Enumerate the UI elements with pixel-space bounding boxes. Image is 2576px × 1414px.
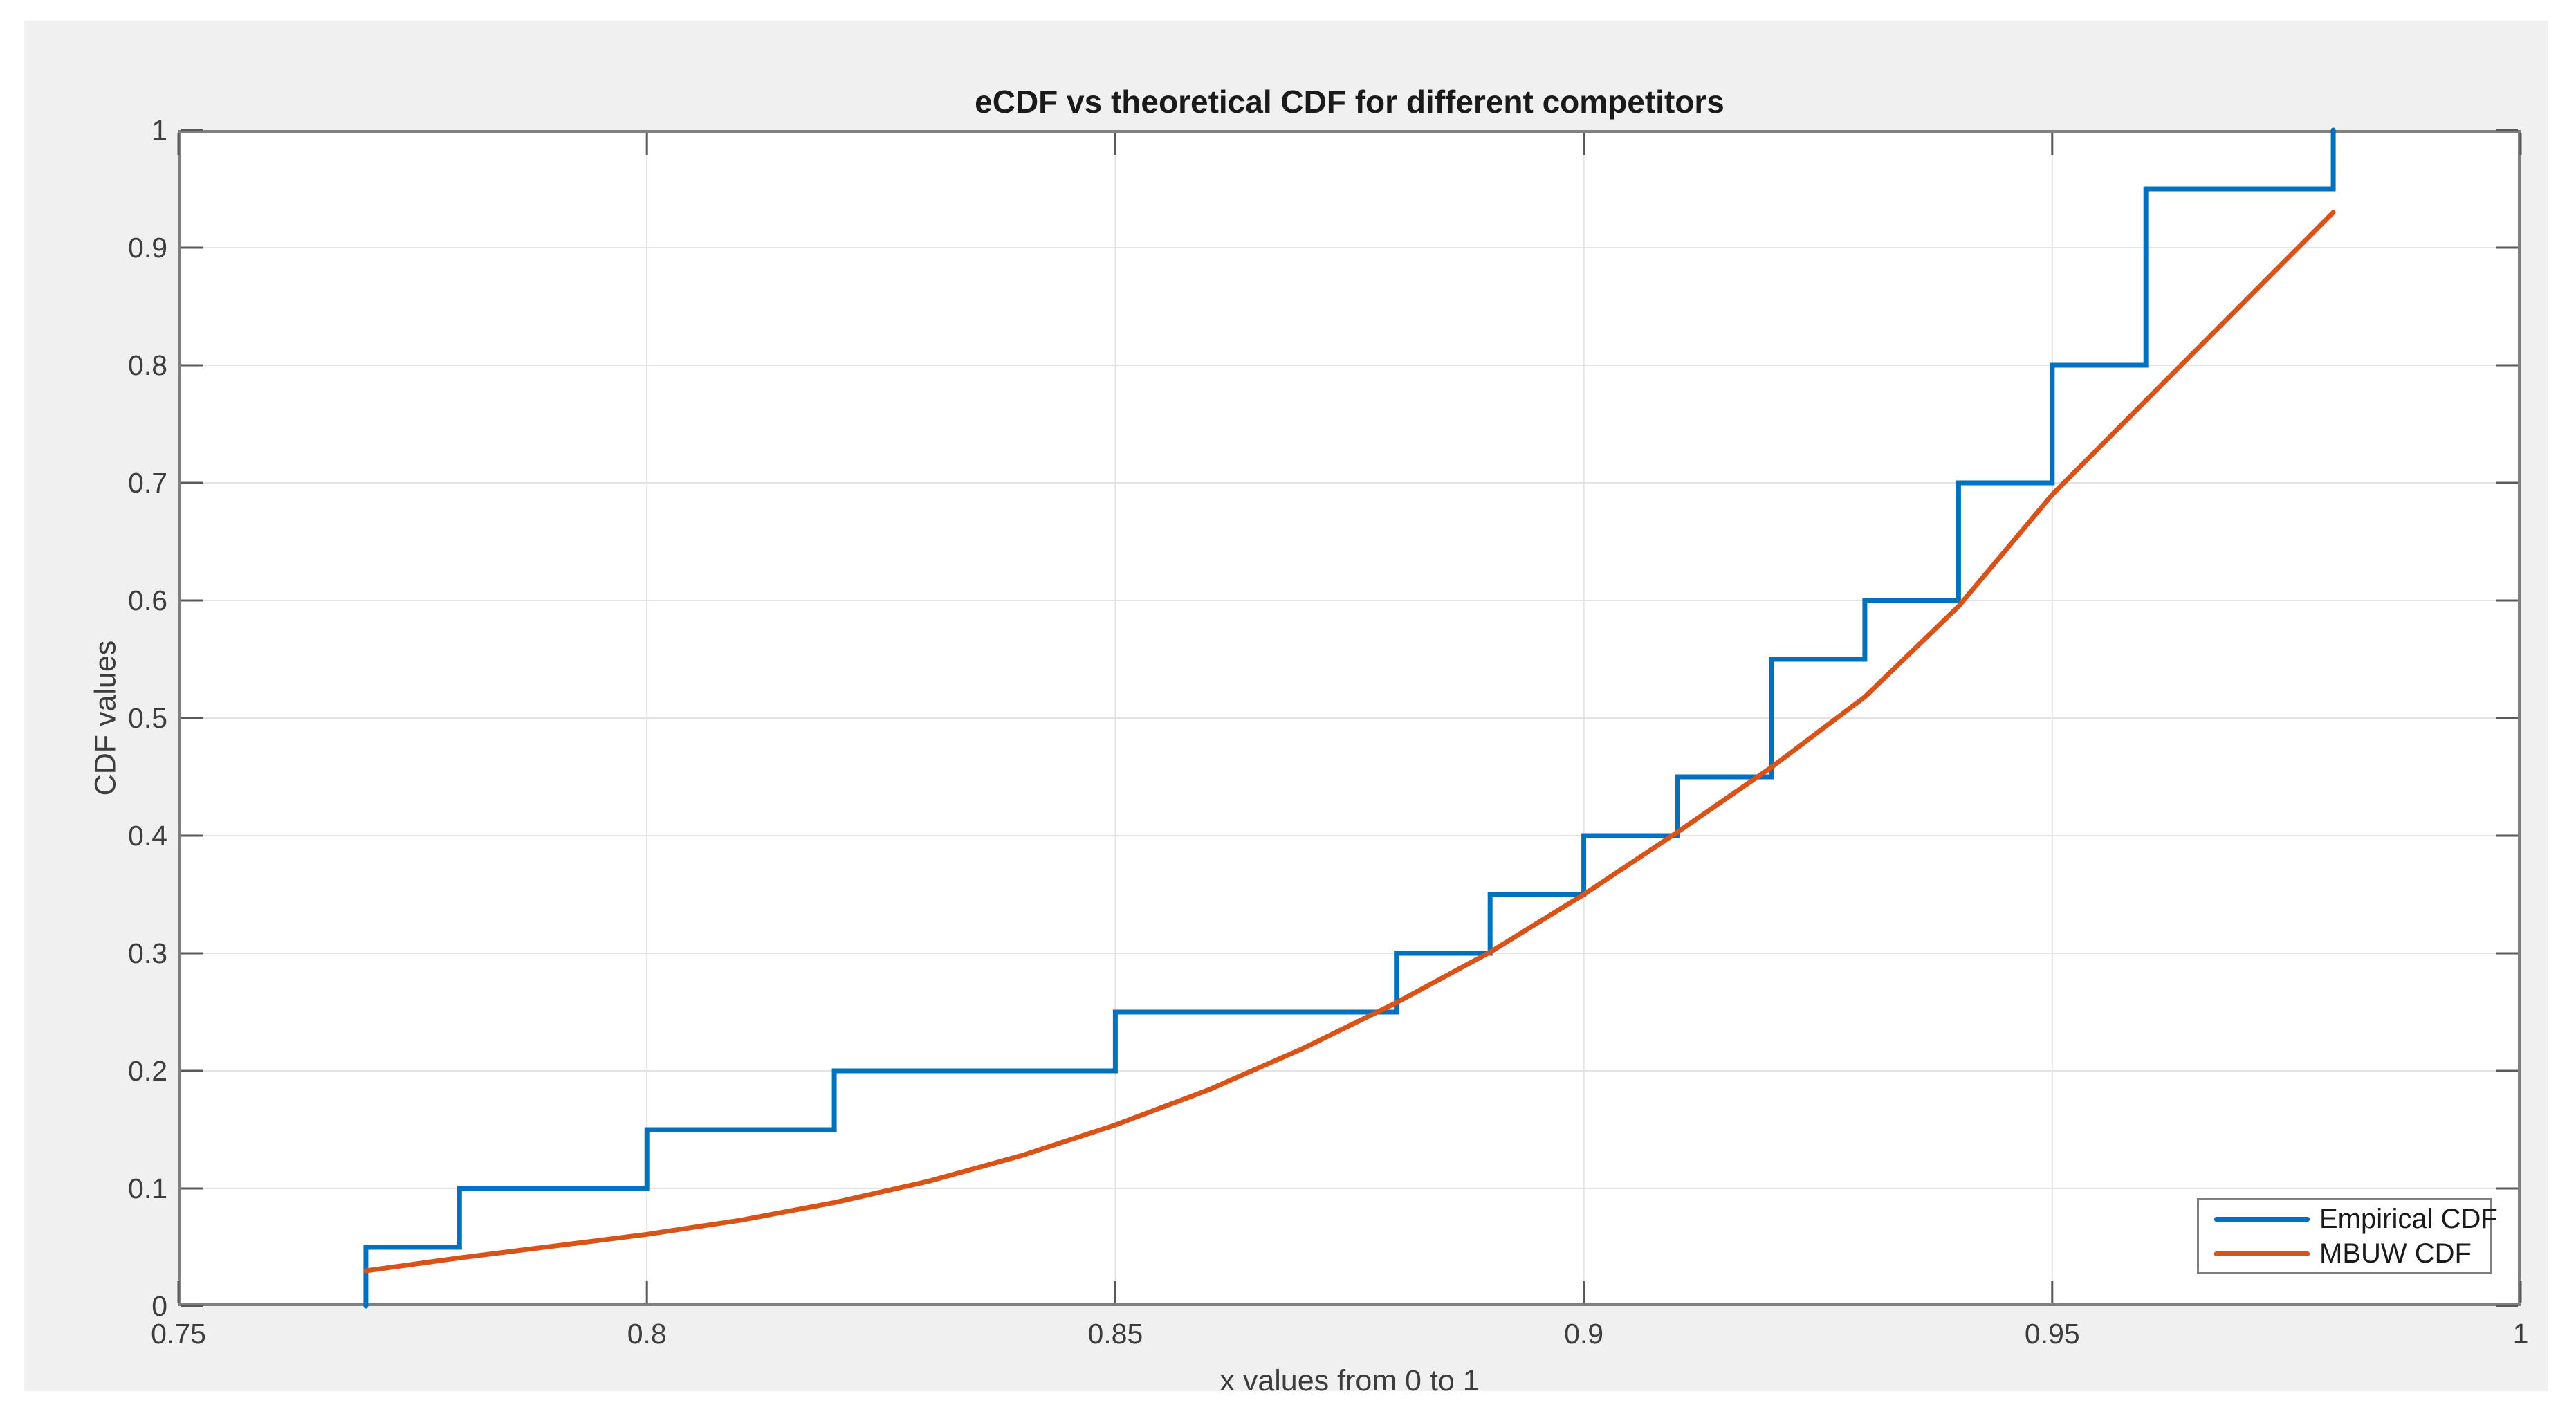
legend-label-mbuw: MBUW CDF — [2319, 1238, 2472, 1269]
figure-canvas: eCDF vs theoretical CDF for different co… — [24, 21, 2548, 1397]
x-axis-label: x values from 0 to 1 — [1220, 1364, 1480, 1397]
x-tick-label: 1 — [2512, 1318, 2529, 1350]
chart-title: eCDF vs theoretical CDF for different co… — [975, 84, 1724, 120]
mbuw-cdf-line — [363, 210, 2336, 1274]
legend-item-mbuw-cdf: MBUW CDF — [2214, 1238, 2490, 1269]
y-tick-label: 0.5 — [128, 702, 167, 734]
x-tick-label: 0.8 — [627, 1318, 667, 1350]
y-tick-label: 0.1 — [128, 1173, 167, 1204]
y-axis-label: CDF values — [89, 640, 122, 796]
legend-line-sample-empirical — [2214, 1216, 2310, 1222]
y-tick-label: 0.4 — [128, 820, 167, 852]
y-tick-label: 0.2 — [128, 1055, 167, 1087]
legend: Empirical CDF MBUW CDF — [2197, 1198, 2498, 1274]
x-tick-label: 0.95 — [2024, 1318, 2080, 1350]
y-tick-label: 0.7 — [128, 467, 167, 499]
y-tick-label: 1 — [151, 114, 167, 146]
y-tick-label: 0 — [151, 1290, 167, 1322]
legend-item-empirical-cdf: Empirical CDF — [2214, 1204, 2498, 1234]
plot-area — [177, 127, 2522, 1309]
x-tick-label: 0.75 — [151, 1318, 206, 1350]
legend-line-sample-mbuw — [2214, 1251, 2310, 1256]
ecdf-step-line — [363, 127, 2336, 1309]
y-tick-label: 0.3 — [128, 937, 167, 969]
axes-border — [178, 130, 2521, 1306]
x-tick-label: 0.85 — [1087, 1318, 1143, 1350]
y-tick-label: 0.9 — [128, 232, 167, 264]
y-tick-label: 0.8 — [128, 349, 167, 381]
y-tick-label: 0.6 — [128, 585, 167, 616]
x-tick-label: 0.9 — [1564, 1318, 1604, 1350]
legend-label-empirical: Empirical CDF — [2319, 1203, 2498, 1234]
